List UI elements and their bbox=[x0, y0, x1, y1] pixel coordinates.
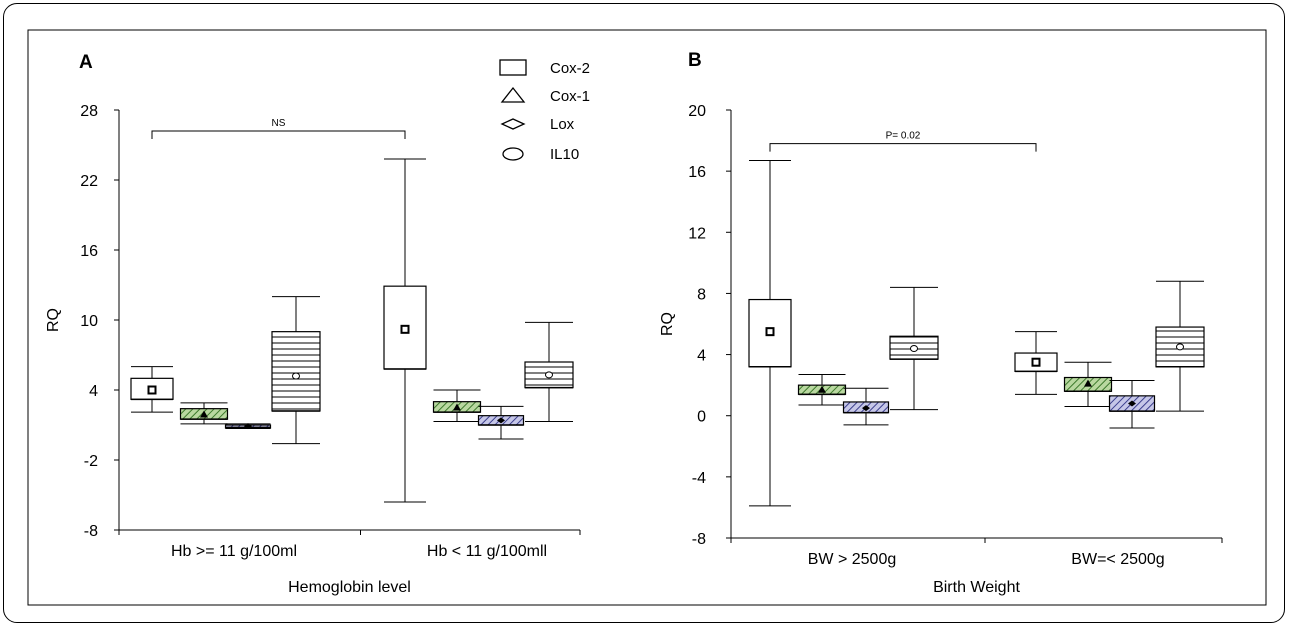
box-cox-1-1-mean-marker bbox=[200, 410, 208, 418]
box-cox-1-2-mean-marker bbox=[1084, 379, 1092, 387]
y-tick-label: 16 bbox=[80, 243, 98, 260]
y-tick-label: 12 bbox=[688, 225, 706, 242]
panel-label: A bbox=[79, 52, 93, 73]
box-il10-2-mean-marker bbox=[545, 371, 553, 379]
box-cox-1-1-mean-marker bbox=[818, 385, 826, 393]
legend-il10-label: IL10 bbox=[550, 146, 579, 163]
box-cox-1-2-mean-marker bbox=[453, 403, 461, 411]
box-il10-1-mean-marker bbox=[910, 344, 918, 352]
box-il10-1-iqr bbox=[271, 331, 321, 412]
x-tick-label: BW=< 2500g bbox=[1071, 551, 1164, 568]
x-tick-label: Hb >= 11 g/100ml bbox=[171, 543, 297, 560]
box-il10-1-mean-marker bbox=[292, 372, 300, 380]
x-axis-label: Hemoglobin level bbox=[288, 579, 411, 596]
y-tick-label: -4 bbox=[692, 470, 706, 487]
y-tick-label: -8 bbox=[692, 531, 706, 548]
box-cox-2-2-mean-marker bbox=[1031, 357, 1041, 367]
panel-b: B -8 -4 0 4 8 12 16 20 BW > 2500g BW=< 2500g Birth … bbox=[659, 50, 1223, 596]
y-tick-label: 8 bbox=[697, 286, 706, 303]
significance-bracket bbox=[151, 130, 406, 139]
y-tick-label: 22 bbox=[80, 173, 98, 190]
y-axis-label: RQ bbox=[659, 312, 676, 336]
box-lox-2-mean-marker bbox=[497, 417, 505, 424]
legend-il10-symbol bbox=[502, 147, 524, 161]
x-tick-label: Hb < 11 g/100mll bbox=[427, 543, 547, 560]
y-axis-label: RQ bbox=[45, 308, 62, 332]
y-tick-label: 10 bbox=[80, 313, 98, 330]
panel-label: B bbox=[688, 50, 702, 71]
y-tick-label: 16 bbox=[688, 164, 706, 181]
box-cox-2-1-mean-marker bbox=[765, 327, 775, 337]
panel-a: A -8 -2 4 10 16 22 28 Hb >= 11 g/100ml Hb < 11 g/… bbox=[45, 52, 581, 596]
legend-lox-label: Lox bbox=[550, 116, 575, 133]
inner-panel-frame bbox=[27, 29, 1267, 606]
x-tick-label: BW > 2500g bbox=[808, 551, 897, 568]
box-cox-2-1-mean-marker bbox=[147, 385, 157, 395]
box-lox-1-mean-marker bbox=[862, 405, 870, 412]
y-tick-label: 4 bbox=[89, 383, 98, 400]
box-cox-2-2-mean-marker bbox=[400, 324, 410, 334]
significance-bracket bbox=[769, 143, 1037, 152]
y-tick-label: 20 bbox=[688, 103, 706, 120]
x-axis-label: Birth Weight bbox=[933, 579, 1020, 596]
significance-label: NS bbox=[272, 118, 286, 129]
legend-cox-1-label: Cox-1 bbox=[550, 88, 590, 105]
y-tick-label: -2 bbox=[84, 453, 98, 470]
box-lox-1-mean-marker bbox=[244, 423, 252, 430]
legend-cox-2-symbol bbox=[499, 59, 527, 76]
y-tick-label: 28 bbox=[80, 103, 98, 120]
significance-label: P= 0.02 bbox=[886, 131, 921, 142]
legend-cox-1-symbol bbox=[500, 86, 526, 103]
box-lox-2-mean-marker bbox=[1128, 400, 1136, 407]
y-tick-label: 4 bbox=[697, 348, 706, 365]
legend: Cox-2 Cox-1 Lox IL10 bbox=[499, 59, 590, 163]
y-tick-label: -8 bbox=[84, 523, 98, 540]
box-il10-2-mean-marker bbox=[1176, 343, 1184, 351]
y-tick-label: 0 bbox=[697, 409, 706, 426]
legend-cox-2-label: Cox-2 bbox=[550, 60, 590, 77]
legend-lox-symbol bbox=[500, 118, 526, 130]
